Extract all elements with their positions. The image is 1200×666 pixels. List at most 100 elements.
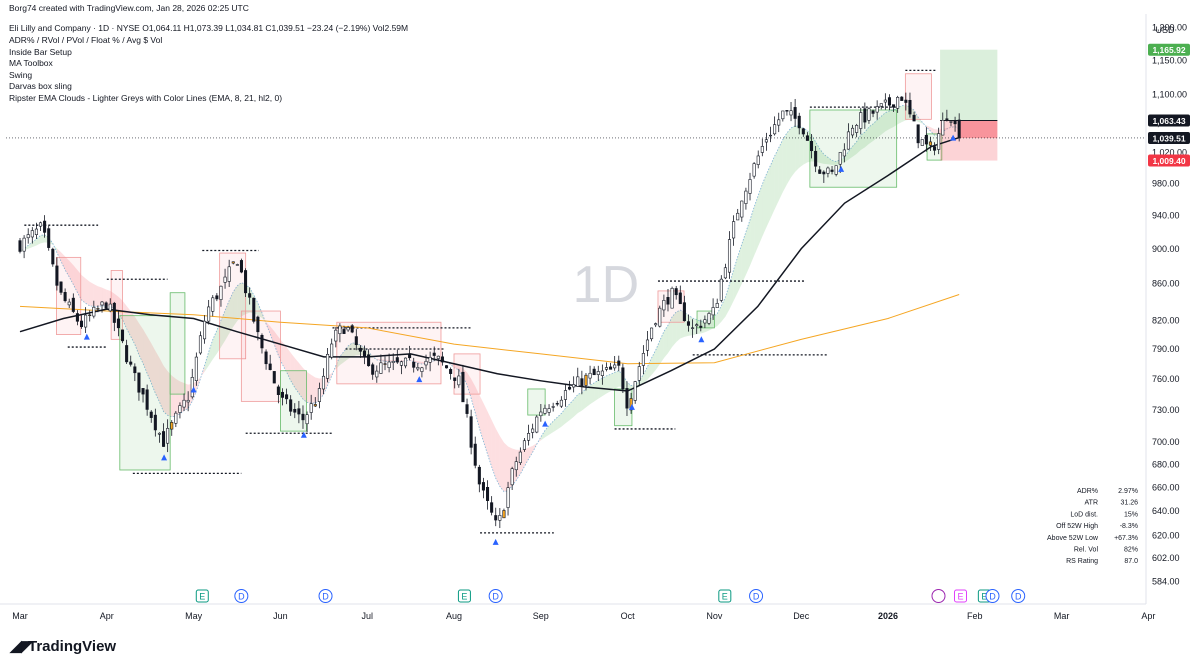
future-dividend-circle bbox=[985, 589, 1000, 603]
ema-cloud-segment bbox=[926, 125, 931, 132]
candle-body bbox=[912, 114, 916, 122]
candle-body bbox=[219, 285, 223, 300]
ema-cloud-segment bbox=[467, 372, 472, 399]
swing-marker bbox=[628, 403, 635, 410]
candle-body bbox=[637, 366, 641, 381]
ema-cloud-segment bbox=[725, 284, 730, 317]
indicator-legend-ma-toolbox[interactable]: MA Toolbox bbox=[9, 58, 53, 68]
candle-body bbox=[272, 371, 276, 384]
ema-cloud-segment bbox=[298, 362, 303, 400]
ema-cloud-segment bbox=[770, 156, 775, 219]
ema-cloud-segment bbox=[885, 111, 890, 132]
candle-body bbox=[801, 128, 805, 135]
tradingview-logo-icon: ◢◤ bbox=[10, 638, 34, 655]
candle-body bbox=[727, 239, 732, 273]
candle-body bbox=[953, 120, 957, 125]
time-tick-label: 2026 bbox=[878, 611, 898, 621]
candle-body bbox=[420, 367, 424, 372]
indicator-legend-darvas[interactable]: Darvas box sling bbox=[9, 81, 72, 91]
candle-body bbox=[145, 389, 149, 410]
candle-body bbox=[744, 190, 748, 204]
candle-body bbox=[539, 411, 543, 417]
ema-cloud-segment bbox=[819, 148, 824, 164]
ema-cloud-segment bbox=[454, 363, 459, 370]
dividend-icon: D bbox=[749, 589, 764, 603]
candle-body bbox=[449, 369, 453, 374]
dividend-icon-circle bbox=[234, 589, 249, 603]
ema-cloud-segment bbox=[73, 265, 78, 293]
price-tick-label: 730.00 bbox=[1152, 405, 1180, 415]
candle-body bbox=[736, 212, 740, 221]
tradingview-logo[interactable]: ◢◤TradingView bbox=[10, 638, 117, 655]
price-tag: 1,039.51 bbox=[1148, 131, 1190, 144]
ema-cloud-segment bbox=[311, 374, 316, 404]
indicator-legend-adr[interactable]: ADR% / RVol / PVol / Float % / Avg $ Vol bbox=[9, 35, 163, 45]
ema-cloud-segment bbox=[778, 139, 783, 201]
price-tag-label: 1,063.43 bbox=[1152, 116, 1185, 126]
ema-cloud-segment bbox=[868, 123, 874, 144]
candle-body bbox=[121, 329, 125, 342]
earnings-icon: E bbox=[718, 589, 732, 603]
candle-body bbox=[875, 106, 879, 113]
indicator-legend-swing[interactable]: Swing bbox=[9, 69, 33, 80]
swing-marker bbox=[950, 134, 957, 141]
candle-body bbox=[764, 139, 768, 143]
candle-body bbox=[67, 301, 71, 306]
candle-body bbox=[588, 372, 592, 379]
candle-body bbox=[596, 371, 600, 375]
candle-body bbox=[79, 320, 84, 327]
ema-cloud-segment bbox=[877, 116, 882, 138]
dividend-icon: D bbox=[234, 589, 249, 603]
stat-label: ATR bbox=[1085, 500, 1098, 507]
ema-cloud-segment bbox=[528, 445, 533, 459]
candle-body bbox=[805, 135, 809, 141]
darvas-box-red bbox=[240, 310, 281, 402]
candle-body bbox=[867, 108, 871, 121]
candle-body bbox=[949, 121, 953, 123]
ema-cloud-segment bbox=[791, 125, 796, 178]
price-tick-label: 940.00 bbox=[1152, 210, 1180, 220]
dividend-icon-circle bbox=[1011, 589, 1026, 603]
ema-cloud-segment bbox=[799, 126, 804, 168]
candle-body bbox=[133, 366, 137, 374]
candle-body bbox=[47, 228, 51, 248]
symbol-legend[interactable]: Eli Lilly and Company · 1D · NYSE O1,064… bbox=[9, 23, 409, 33]
candle-body bbox=[321, 375, 326, 390]
ema-cloud-segment bbox=[737, 244, 742, 293]
price-tick-label: 760.00 bbox=[1152, 374, 1180, 384]
price-tick-label: 700.00 bbox=[1152, 437, 1180, 447]
ema-cloud-segment bbox=[270, 326, 275, 345]
candle-body bbox=[924, 134, 928, 145]
candle-body bbox=[658, 307, 662, 327]
candle-body bbox=[604, 367, 608, 370]
indicator-legend-inside-bar[interactable]: Inside Bar Setup bbox=[9, 46, 72, 57]
time-tick-label: Sep bbox=[533, 611, 549, 621]
candle-body bbox=[723, 267, 727, 279]
dividend-icon-letter: D bbox=[322, 592, 329, 602]
ema-cloud-segment bbox=[901, 105, 906, 123]
candle-body bbox=[330, 343, 334, 358]
earnings-icon-letter: E bbox=[461, 592, 467, 602]
indicator-legend-ripster[interactable]: Ripster EMA Clouds - Lighter Greys with … bbox=[9, 92, 283, 103]
ema-cloud-segment bbox=[155, 350, 160, 402]
candle-body bbox=[211, 297, 215, 312]
candle-body bbox=[838, 152, 842, 165]
candle-body bbox=[531, 428, 535, 433]
ema-cloud-segment bbox=[721, 297, 726, 322]
candle-body bbox=[879, 103, 883, 107]
ema-cloud-segment bbox=[663, 325, 668, 359]
candle-body bbox=[465, 404, 469, 414]
ema-cloud-segment bbox=[339, 351, 344, 366]
ema-cloud-segment bbox=[750, 207, 755, 266]
candle-body bbox=[797, 115, 801, 129]
candle-body bbox=[215, 295, 219, 300]
candle-body bbox=[928, 141, 932, 146]
candle-body bbox=[522, 440, 526, 450]
ema-cloud-segment bbox=[864, 126, 869, 148]
candle-body bbox=[108, 303, 112, 312]
ema-cloud-segment bbox=[590, 382, 595, 405]
candle-body bbox=[768, 134, 773, 137]
candle-body bbox=[453, 377, 457, 381]
candle-body bbox=[305, 414, 309, 425]
